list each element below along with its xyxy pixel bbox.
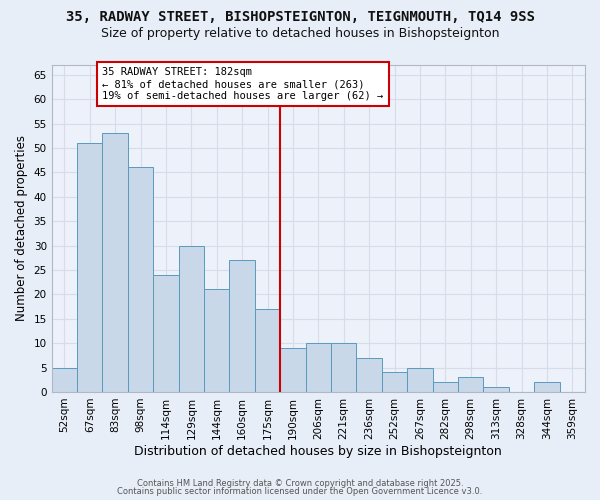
Bar <box>229 260 255 392</box>
Bar <box>280 348 305 392</box>
Bar <box>331 343 356 392</box>
Bar <box>356 358 382 392</box>
Bar <box>458 378 484 392</box>
Bar <box>407 368 433 392</box>
Bar <box>534 382 560 392</box>
Bar <box>128 168 153 392</box>
Bar <box>433 382 458 392</box>
Bar <box>305 343 331 392</box>
Text: 35, RADWAY STREET, BISHOPSTEIGNTON, TEIGNMOUTH, TQ14 9SS: 35, RADWAY STREET, BISHOPSTEIGNTON, TEIG… <box>65 10 535 24</box>
Text: 35 RADWAY STREET: 182sqm
← 81% of detached houses are smaller (263)
19% of semi-: 35 RADWAY STREET: 182sqm ← 81% of detach… <box>103 68 384 100</box>
Bar <box>484 387 509 392</box>
X-axis label: Distribution of detached houses by size in Bishopsteignton: Distribution of detached houses by size … <box>134 444 502 458</box>
Bar <box>382 372 407 392</box>
Bar <box>103 134 128 392</box>
Y-axis label: Number of detached properties: Number of detached properties <box>15 136 28 322</box>
Bar <box>52 368 77 392</box>
Text: Contains public sector information licensed under the Open Government Licence v3: Contains public sector information licen… <box>118 487 482 496</box>
Bar <box>153 275 179 392</box>
Text: Size of property relative to detached houses in Bishopsteignton: Size of property relative to detached ho… <box>101 28 499 40</box>
Bar <box>204 290 229 392</box>
Bar <box>77 143 103 392</box>
Bar <box>179 246 204 392</box>
Text: Contains HM Land Registry data © Crown copyright and database right 2025.: Contains HM Land Registry data © Crown c… <box>137 478 463 488</box>
Bar <box>255 309 280 392</box>
